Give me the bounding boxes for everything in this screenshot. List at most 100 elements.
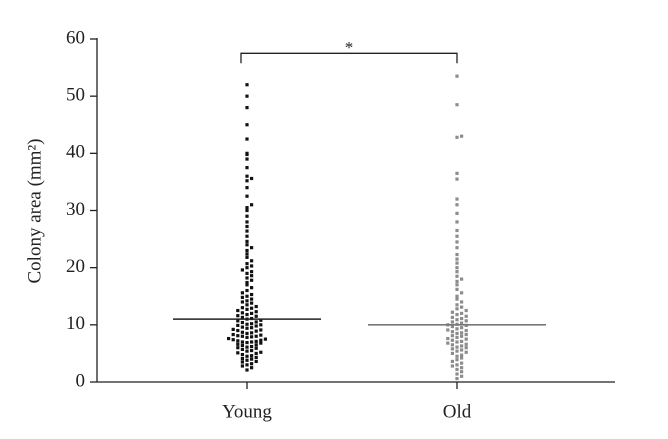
dot xyxy=(455,283,459,287)
dot xyxy=(245,345,249,349)
dot xyxy=(236,342,240,346)
dot xyxy=(455,354,459,358)
dot xyxy=(245,354,249,358)
dot xyxy=(245,303,249,307)
dot xyxy=(245,349,249,353)
dot xyxy=(460,277,464,281)
dot xyxy=(240,306,244,310)
dot xyxy=(455,372,459,376)
dot xyxy=(455,327,459,331)
dot xyxy=(245,157,249,161)
dot xyxy=(245,276,249,280)
dot xyxy=(254,320,258,324)
dot xyxy=(455,335,459,340)
dot xyxy=(245,299,249,303)
dot xyxy=(464,319,468,323)
dot xyxy=(245,208,249,213)
dot xyxy=(450,310,454,314)
dot xyxy=(245,224,249,229)
dot xyxy=(254,343,258,347)
dot xyxy=(460,339,464,344)
dot xyxy=(455,257,459,261)
dot xyxy=(245,368,249,372)
dot xyxy=(450,343,454,347)
dot xyxy=(245,220,249,224)
dot xyxy=(245,243,249,247)
y-tick-label: 40 xyxy=(66,142,85,163)
dot xyxy=(245,322,249,326)
dot xyxy=(231,327,235,332)
dot xyxy=(236,346,240,350)
dot xyxy=(450,347,454,351)
dot xyxy=(450,330,454,334)
dot xyxy=(236,314,240,318)
dot xyxy=(455,197,459,201)
dot xyxy=(231,332,235,337)
dot xyxy=(245,106,249,110)
dot xyxy=(460,305,464,309)
dot xyxy=(455,135,459,139)
dot xyxy=(245,234,249,238)
dot xyxy=(455,303,459,307)
dot xyxy=(236,319,240,323)
dot xyxy=(245,179,249,183)
dot xyxy=(464,346,468,350)
dot xyxy=(464,328,468,333)
y-tick-label: 0 xyxy=(76,370,86,391)
dot xyxy=(231,338,235,342)
dot xyxy=(245,214,249,218)
dot xyxy=(446,328,450,332)
dot xyxy=(259,338,263,342)
dot xyxy=(240,325,244,329)
dot xyxy=(240,330,244,334)
dot xyxy=(455,270,459,274)
dot xyxy=(460,331,464,335)
dot xyxy=(236,334,240,338)
dot xyxy=(250,366,254,370)
y-tick-label: 10 xyxy=(66,313,85,334)
dot xyxy=(455,177,459,181)
dot xyxy=(245,340,249,345)
dot xyxy=(250,340,254,344)
dot xyxy=(450,324,454,329)
dot xyxy=(240,352,244,357)
dot xyxy=(250,357,254,361)
dot xyxy=(240,340,244,344)
dot xyxy=(455,234,459,238)
dot xyxy=(450,320,454,324)
dot xyxy=(250,297,254,301)
dot xyxy=(245,252,249,256)
dot xyxy=(259,333,263,337)
dot xyxy=(245,186,249,190)
dot xyxy=(460,316,464,321)
dot xyxy=(240,347,244,352)
dot xyxy=(250,362,254,366)
dot xyxy=(240,364,244,368)
dot xyxy=(250,311,254,315)
dot xyxy=(259,318,263,322)
dot xyxy=(250,344,254,349)
dot xyxy=(245,280,249,285)
x-tick-label: Young xyxy=(222,401,272,422)
dot xyxy=(250,292,254,297)
dot xyxy=(240,295,244,299)
dot xyxy=(455,287,459,291)
dot xyxy=(455,331,459,336)
dot xyxy=(245,94,249,98)
dot xyxy=(250,306,254,310)
dot xyxy=(450,338,454,342)
dot xyxy=(254,346,258,350)
dot xyxy=(254,304,258,309)
dot xyxy=(250,326,254,330)
dot xyxy=(464,337,468,341)
y-tick-label: 30 xyxy=(66,199,85,220)
dot xyxy=(460,291,464,295)
dot xyxy=(455,349,459,353)
dot xyxy=(455,211,459,215)
dot xyxy=(245,174,249,178)
dot xyxy=(245,331,249,336)
dot xyxy=(460,311,464,315)
dot xyxy=(250,354,254,358)
dot xyxy=(245,239,249,243)
